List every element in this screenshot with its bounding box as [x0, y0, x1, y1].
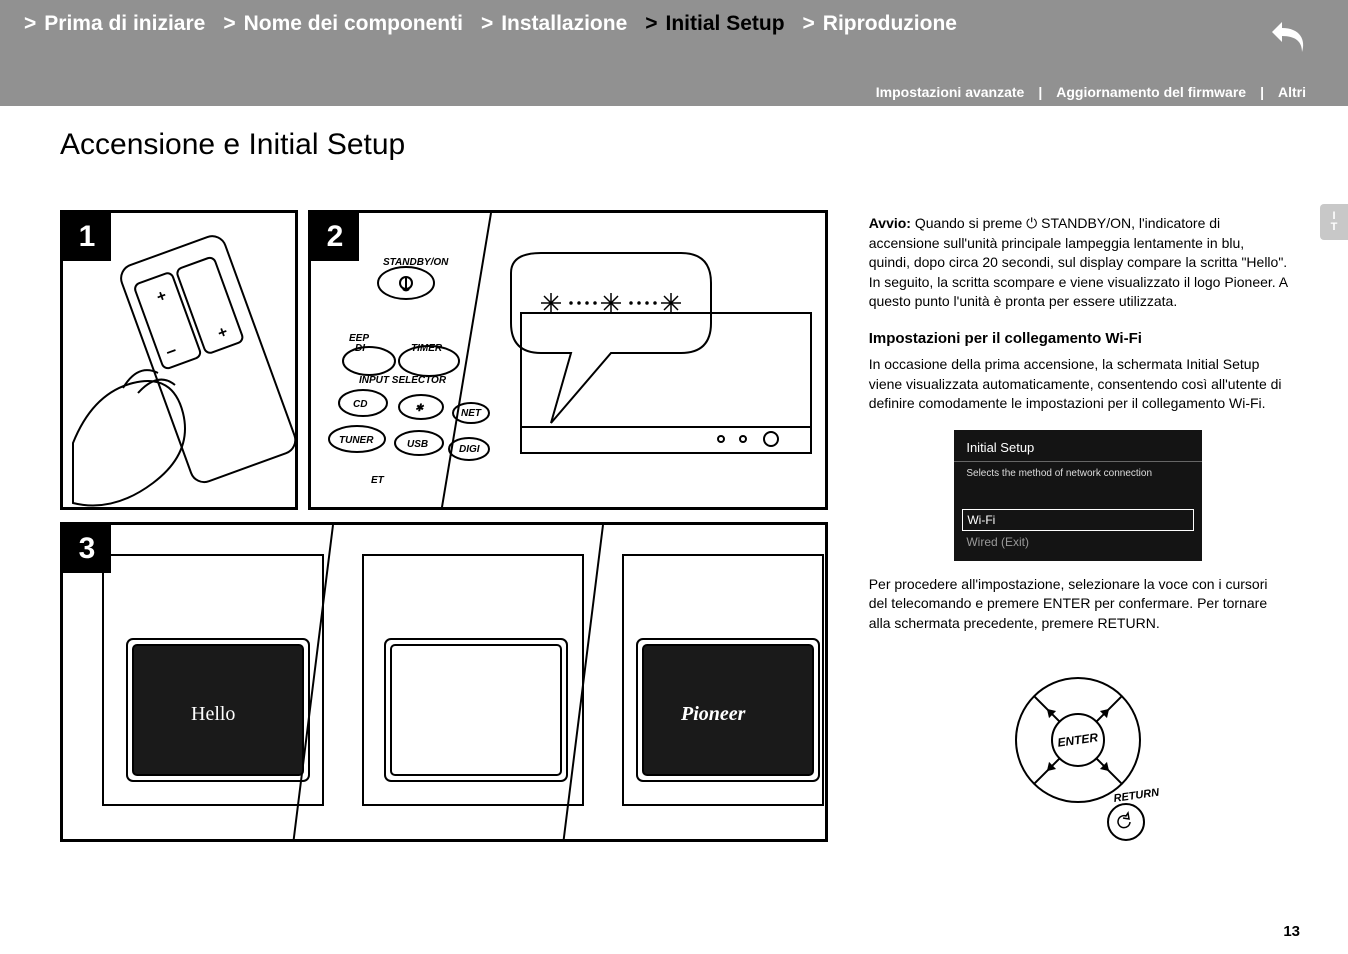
svg-text:–: – [163, 339, 179, 361]
avvio-label: Avvio: [869, 215, 911, 231]
page-title: Accensione e Initial Setup [60, 128, 1348, 162]
breadcrumb: >Prima di iniziare >Nome dei componenti … [0, 0, 1348, 48]
subnav-sep: | [1260, 84, 1264, 100]
nav-install[interactable]: >Installazione [481, 12, 645, 36]
svg-text:+: + [216, 323, 231, 342]
setup-title: Initial Setup [954, 440, 1202, 462]
svg-text:TIMER: TIMER [411, 343, 443, 354]
svg-text:RETURN: RETURN [1113, 786, 1161, 804]
remote-cursor-pad: ENTER RETURN [978, 652, 1178, 852]
svg-text:INPUT SELECTOR: INPUT SELECTOR [359, 375, 447, 386]
subnav-sep: | [1038, 84, 1042, 100]
page-number: 13 [1283, 923, 1300, 940]
svg-text:ET: ET [371, 475, 385, 486]
subnav: Impostazioni avanzate | Aggiornamento de… [0, 78, 1348, 106]
nav-riproduzione[interactable]: >Riproduzione [803, 12, 975, 36]
right-column: Avvio: Quando si preme ⏻ STANDBY/ON, l'i… [869, 210, 1288, 852]
svg-text:+: + [154, 287, 169, 306]
illustration-panel-1: 1 + + – [60, 210, 298, 510]
display-sequence-illustration: Hello Pioneer [63, 525, 828, 842]
svg-text:DI: DI [355, 343, 365, 354]
setup-option-wired: Wired (Exit) [954, 531, 1202, 553]
svg-text:USB: USB [407, 439, 428, 450]
setup-subtitle: Selects the method of network connection [954, 462, 1202, 509]
subnav-advanced[interactable]: Impostazioni avanzate [876, 84, 1025, 100]
avvio-paragraph: Avvio: Quando si preme ⏻ STANDBY/ON, l'i… [869, 214, 1288, 312]
content: 1 + + – [0, 180, 1348, 852]
svg-text:CD: CD [353, 399, 367, 410]
wifi-heading: Impostazioni per il collegamento Wi-Fi [869, 330, 1288, 347]
illustration-panel-2: 2 STANDBY/ON DI EEP TIMER [308, 210, 828, 510]
nav-prima[interactable]: >Prima di iniziare [24, 12, 223, 36]
nav-nome[interactable]: >Nome dei componenti [223, 12, 481, 36]
panel-number: 1 [63, 213, 111, 261]
svg-text:STANDBY/ON: STANDBY/ON [383, 257, 449, 268]
device-buttons-illustration: STANDBY/ON DI EEP TIMER INPUT SELECTOR C… [311, 213, 828, 510]
svg-text:EEP: EEP [349, 333, 369, 344]
setup-option-wifi: Wi-Fi [962, 509, 1194, 531]
lang-line2: T [1331, 222, 1338, 233]
svg-text:Pioneer: Pioneer [680, 703, 746, 725]
nav-label: Initial Setup [666, 12, 785, 36]
setup-screen-mock: Initial Setup Selects the method of netw… [954, 430, 1202, 561]
nav-label: Installazione [501, 12, 627, 36]
after-screen-text: Per procedere all'impostazione, selezion… [869, 575, 1288, 634]
wifi-intro: In occasione della prima accensione, la … [869, 355, 1288, 414]
language-tab[interactable]: I T [1320, 204, 1348, 240]
svg-text:NET: NET [461, 408, 482, 419]
nav-label: Prima di iniziare [44, 12, 205, 36]
panel-number: 2 [311, 213, 359, 261]
subnav-firmware[interactable]: Aggiornamento del firmware [1056, 84, 1246, 100]
back-icon[interactable] [1266, 12, 1314, 60]
nav-label: Nome dei componenti [244, 12, 463, 36]
top-nav: >Prima di iniziare >Nome dei componenti … [0, 0, 1348, 78]
panel-number: 3 [63, 525, 111, 573]
avvio-text: Quando si preme ⏻ STANDBY/ON, l'indicato… [869, 215, 1288, 309]
subnav-other[interactable]: Altri [1278, 84, 1306, 100]
left-column: 1 + + – [60, 210, 829, 852]
svg-text:Hello: Hello [191, 703, 235, 725]
svg-text:✱: ✱ [415, 403, 425, 414]
nav-label: Riproduzione [823, 12, 957, 36]
illustration-panel-3: 3 Hello [60, 522, 828, 842]
nav-initial-setup[interactable]: >Initial Setup [645, 12, 802, 36]
svg-text:DIGI: DIGI [459, 444, 480, 455]
svg-text:TUNER: TUNER [339, 435, 374, 446]
